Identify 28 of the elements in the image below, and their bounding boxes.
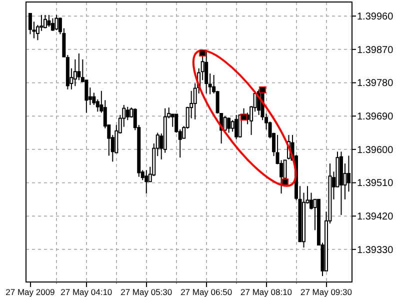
candlestick bbox=[238, 114, 242, 138]
x-tick-label: 27 May 06:50 bbox=[180, 287, 232, 297]
candlestick bbox=[50, 18, 54, 32]
y-tick-label: 1.39330 bbox=[357, 244, 394, 256]
candlestick bbox=[43, 14, 47, 29]
y-tick-label: 1.39690 bbox=[357, 112, 394, 123]
candlestick bbox=[126, 106, 130, 121]
y-tick-label: 1.39420 bbox=[357, 212, 394, 223]
candlestick bbox=[47, 14, 51, 28]
y-tick-label: 1.39870 bbox=[357, 44, 394, 56]
candlestick bbox=[77, 52, 81, 81]
candlestick bbox=[204, 50, 208, 94]
x-tick-label: 27 May 08:10 bbox=[240, 287, 292, 297]
candlestick bbox=[223, 116, 227, 132]
candlestick bbox=[234, 114, 238, 140]
y-tick-label: 1.39600 bbox=[357, 144, 394, 156]
x-tick-label: 27 May 09:30 bbox=[300, 287, 352, 297]
x-tick-label: 27 May 05:30 bbox=[120, 287, 172, 297]
candlestick bbox=[144, 170, 148, 194]
y-tick-label: 1.39510 bbox=[357, 178, 394, 190]
candlestick bbox=[54, 14, 58, 31]
x-tick-label: 27 May 2009 bbox=[6, 287, 56, 297]
y-tick-label: 1.39960 bbox=[357, 12, 394, 23]
candlestick bbox=[227, 117, 231, 134]
candlestick bbox=[84, 80, 88, 114]
y-tick-label: 1.39780 bbox=[357, 78, 394, 90]
x-tick-label: 27 May 04:10 bbox=[60, 287, 112, 297]
candlestick bbox=[28, 12, 32, 35]
